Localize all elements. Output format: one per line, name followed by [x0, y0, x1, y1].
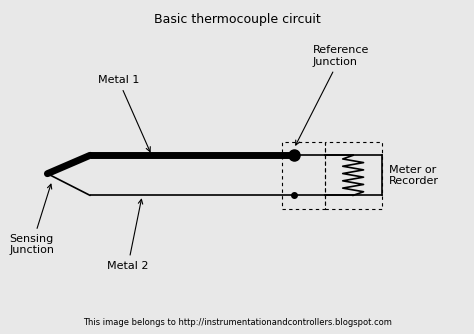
Text: Basic thermocouple circuit: Basic thermocouple circuit: [154, 13, 320, 26]
Text: Metal 1: Metal 1: [98, 75, 150, 152]
Text: Reference
Junction: Reference Junction: [296, 45, 369, 145]
Text: Sensing
Junction: Sensing Junction: [9, 184, 55, 256]
Bar: [282, 142, 325, 209]
Text: Metal 2: Metal 2: [107, 199, 149, 271]
Text: Meter or
Recorder: Meter or Recorder: [389, 165, 438, 186]
Text: This image belongs to http://instrumentationandcontrollers.blogspot.com: This image belongs to http://instrumenta…: [82, 318, 392, 327]
Bar: [325, 142, 382, 209]
